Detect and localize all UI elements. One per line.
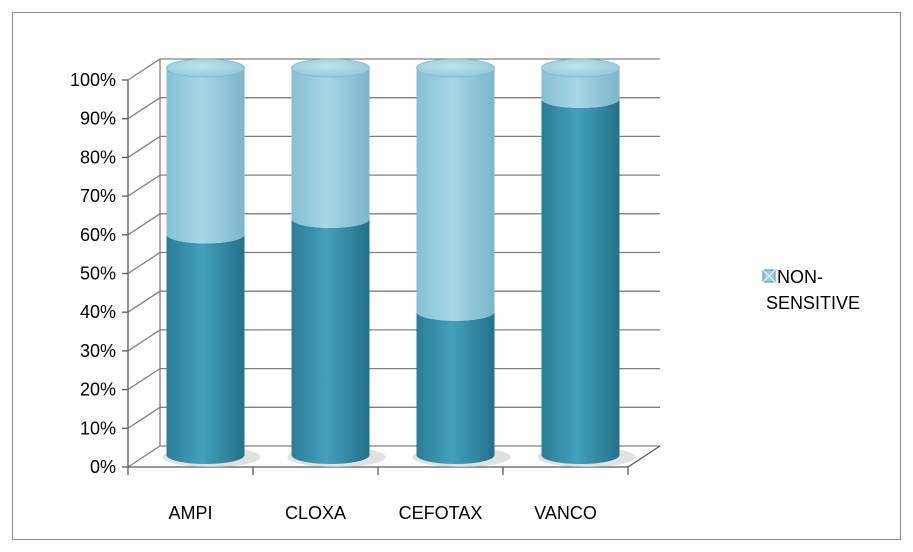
y-tick-label: 10% [80, 418, 116, 438]
bar-top-cap [166, 58, 245, 78]
y-tick-label: 30% [80, 341, 116, 361]
axes [122, 79, 661, 475]
y-tick-label: 0% [90, 457, 116, 477]
labels: 0% 10% 20% 30% 40% 50% 60% 70% 80% 90% 100% AMPI CLO… [70, 70, 597, 523]
bar-segment [541, 98, 620, 465]
bar-segment [541, 68, 620, 108]
bar-group [287, 58, 386, 467]
legend-label: SENSITIVE [766, 293, 860, 313]
bar-group [537, 58, 636, 467]
y-tick-label: 40% [80, 302, 116, 322]
y-tick-label: 90% [80, 109, 116, 129]
y-tick-label: 20% [80, 380, 116, 400]
legend-swatch-mark [762, 269, 776, 283]
bar-top-cap [416, 58, 495, 78]
y-tick-label: 60% [80, 225, 116, 245]
y-tick-label: 70% [80, 186, 116, 206]
x-category-label: CLOXA [285, 503, 346, 523]
bar-segment [416, 311, 495, 464]
bar-group [412, 58, 511, 467]
x-category-label: VANCO [534, 503, 597, 523]
bar-segment [291, 218, 370, 464]
y-tick-label: 80% [80, 147, 116, 167]
x-category-label: AMPI [168, 503, 212, 523]
bars [162, 58, 636, 467]
bar-segment [166, 68, 245, 244]
y-tick-label: 50% [80, 264, 116, 284]
bar-group [162, 58, 261, 467]
y-tick-label: 100% [70, 70, 116, 90]
legend-label: NON- [777, 267, 823, 287]
x-category-label: CEFOTAX [399, 503, 483, 523]
bar-segment [291, 68, 370, 228]
bar-segment [416, 68, 495, 321]
bar-top-cap [291, 58, 370, 78]
bar-segment [166, 234, 245, 464]
bar-top-cap [541, 58, 620, 78]
legend: NON- SENSITIVE [762, 267, 860, 313]
